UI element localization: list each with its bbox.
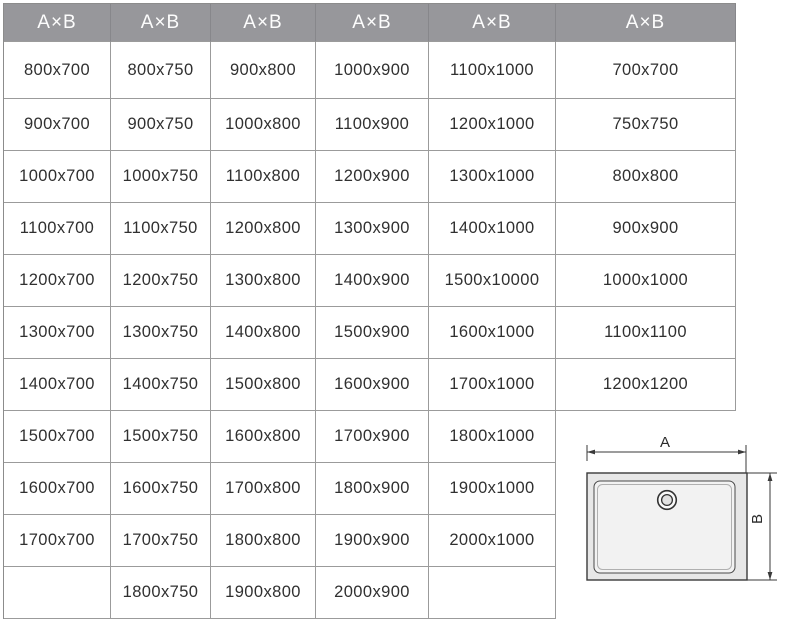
column-header: A×B [316, 4, 429, 42]
size-cell: 1300x900 [316, 203, 429, 255]
size-table: A×B A×B A×B A×B A×B A×B 800x700 800x750 900x800 1… [3, 3, 736, 619]
dim-b-arrow-bottom-icon [767, 572, 773, 580]
size-cell: 1900x800 [211, 567, 316, 619]
size-cell: 900x900 [556, 203, 736, 255]
size-cell: 2000x900 [316, 567, 429, 619]
tray-basin [593, 480, 736, 574]
size-cell: 1500x750 [111, 411, 211, 463]
size-cell: 1000x700 [4, 151, 111, 203]
size-cell: 1300x750 [111, 307, 211, 359]
size-cell: 1100x700 [4, 203, 111, 255]
size-cell: 900x800 [211, 42, 316, 99]
size-cell: 1600x800 [211, 411, 316, 463]
size-cell: 1400x800 [211, 307, 316, 359]
size-cell: 1000x1000 [556, 255, 736, 307]
dim-b-arrow-top-icon [767, 473, 773, 481]
size-cell: 750x750 [556, 99, 736, 151]
size-cell: 1300x1000 [429, 151, 556, 203]
size-cell: 800x700 [4, 42, 111, 99]
size-cell: 1300x800 [211, 255, 316, 307]
size-cell: 1900x900 [316, 515, 429, 567]
size-cell: 1200x700 [4, 255, 111, 307]
size-cell: 1100x1000 [429, 42, 556, 99]
size-cell: 1500x10000 [429, 255, 556, 307]
size-cell: 1100x1100 [556, 307, 736, 359]
size-cell: 1600x700 [4, 463, 111, 515]
column-header: A×B [556, 4, 736, 42]
tray-diagram-svg: A B [586, 434, 777, 581]
size-cell: 1400x750 [111, 359, 211, 411]
size-cell: 1500x800 [211, 359, 316, 411]
size-cell: 1400x700 [4, 359, 111, 411]
size-cell: 1200x900 [316, 151, 429, 203]
size-cell: 1200x1200 [556, 359, 736, 411]
size-cell: 1800x900 [316, 463, 429, 515]
dimension-a-label: A [660, 434, 670, 451]
size-cell: 1900x1000 [429, 463, 556, 515]
size-cell: 1500x900 [316, 307, 429, 359]
tray-basin-inner-contour [597, 484, 732, 570]
size-cell: 1400x1000 [429, 203, 556, 255]
size-cell: 1600x750 [111, 463, 211, 515]
column-header: A×B [4, 4, 111, 42]
size-cell: 1800x750 [111, 567, 211, 619]
size-cell: 1200x750 [111, 255, 211, 307]
dimension-b-label: B [749, 514, 766, 524]
size-cell: 1000x800 [211, 99, 316, 151]
size-cell: 1400x900 [316, 255, 429, 307]
dim-a-arrow-right-icon [738, 449, 746, 455]
tray-diagram: A B [545, 425, 796, 610]
size-cell: 1500x700 [4, 411, 111, 463]
size-cell: 2000x1000 [429, 515, 556, 567]
size-cell: 1800x1000 [429, 411, 556, 463]
empty-cell [4, 567, 111, 619]
size-cell: 1700x900 [316, 411, 429, 463]
dim-a-arrow-left-icon [587, 449, 595, 455]
size-cell: 1200x800 [211, 203, 316, 255]
size-cell: 1700x800 [211, 463, 316, 515]
size-cell: 1100x750 [111, 203, 211, 255]
size-cell: 700x700 [556, 42, 736, 99]
size-cell: 1000x900 [316, 42, 429, 99]
size-cell: 1700x750 [111, 515, 211, 567]
size-cell: 800x750 [111, 42, 211, 99]
size-cell: 1700x1000 [429, 359, 556, 411]
drain-inner-ring-icon [660, 493, 674, 507]
column-header: A×B [429, 4, 556, 42]
size-cell: 1600x1000 [429, 307, 556, 359]
size-cell: 1700x700 [4, 515, 111, 567]
size-cell: 1600x900 [316, 359, 429, 411]
empty-cell [429, 567, 556, 619]
size-cell: 1200x1000 [429, 99, 556, 151]
column-header: A×B [211, 4, 316, 42]
size-cell: 1800x800 [211, 515, 316, 567]
size-cell: 1000x750 [111, 151, 211, 203]
size-cell: 900x750 [111, 99, 211, 151]
column-header: A×B [111, 4, 211, 42]
size-cell: 1100x800 [211, 151, 316, 203]
size-cell: 1300x700 [4, 307, 111, 359]
size-cell: 900x700 [4, 99, 111, 151]
size-cell: 1100x900 [316, 99, 429, 151]
size-cell: 800x800 [556, 151, 736, 203]
